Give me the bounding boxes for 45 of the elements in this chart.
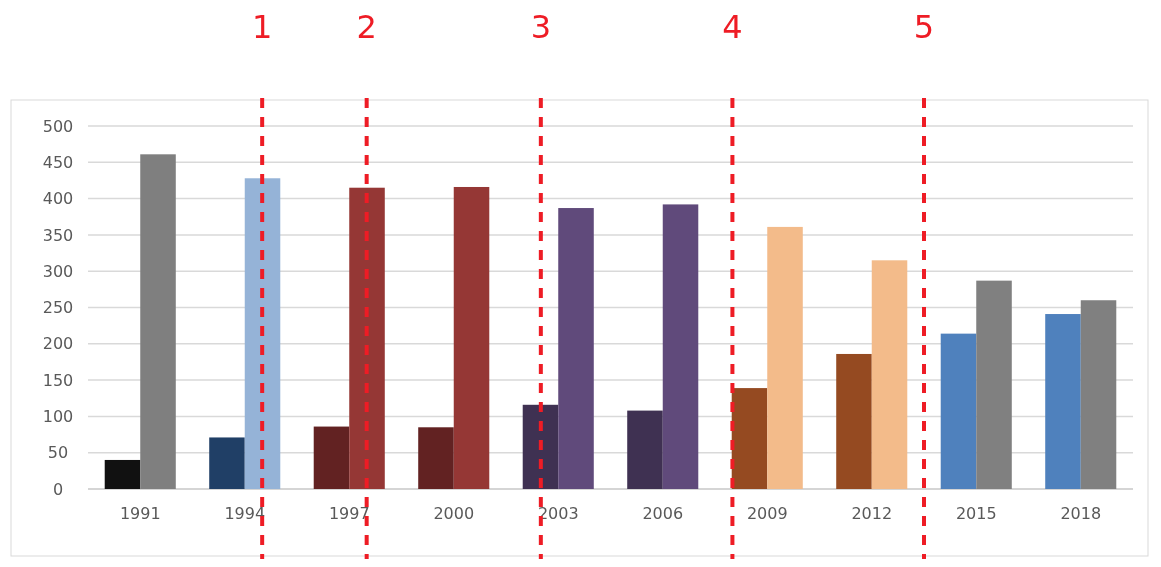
bar (871, 260, 908, 489)
bar (558, 208, 594, 489)
bar (453, 186, 490, 489)
x-tick-label: 2006 (642, 504, 684, 523)
bar (627, 410, 663, 489)
y-tick-label: 150 (42, 370, 74, 390)
x-tick-label: 1997 (328, 504, 370, 523)
bar (767, 226, 803, 489)
x-tick-label: 1994 (224, 504, 266, 523)
bar (349, 187, 385, 489)
y-tick-label: 350 (42, 225, 74, 245)
y-tick-label: 250 (42, 298, 74, 318)
y-tick-label: 0 (52, 479, 64, 499)
bar (522, 404, 559, 489)
text: 4 (722, 8, 743, 46)
bar (104, 459, 141, 489)
y-tick-label: 450 (42, 152, 74, 172)
bar (313, 426, 350, 489)
y-tick-label: 100 (42, 407, 74, 426)
y-tick-label: 400 (42, 189, 74, 209)
bar (1045, 314, 1081, 489)
bar (731, 388, 768, 489)
text: 3 (530, 8, 552, 46)
bar (976, 280, 1012, 489)
bar (209, 437, 245, 489)
x-tick-label: 2000 (433, 504, 475, 523)
x-tick-label: 2018 (1060, 504, 1102, 523)
bar (662, 204, 699, 489)
bar (940, 333, 977, 489)
text: 1 (251, 8, 273, 46)
y-tick-label: 200 (42, 334, 74, 354)
bar (418, 427, 454, 489)
bar (244, 178, 281, 489)
text: 2 (356, 8, 377, 46)
y-tick-label: 300 (42, 261, 74, 281)
x-tick-label: 1991 (119, 504, 161, 523)
bar (836, 353, 872, 489)
x-tick-label: 2012 (851, 504, 893, 523)
x-tick-label: 2015 (955, 504, 997, 523)
bar (140, 154, 176, 489)
x-tick-label: 2009 (746, 504, 788, 523)
y-tick-label: 500 (42, 116, 74, 136)
y-tick-label: 50 (47, 443, 69, 463)
text: 5 (913, 8, 935, 46)
bar (1080, 300, 1117, 489)
